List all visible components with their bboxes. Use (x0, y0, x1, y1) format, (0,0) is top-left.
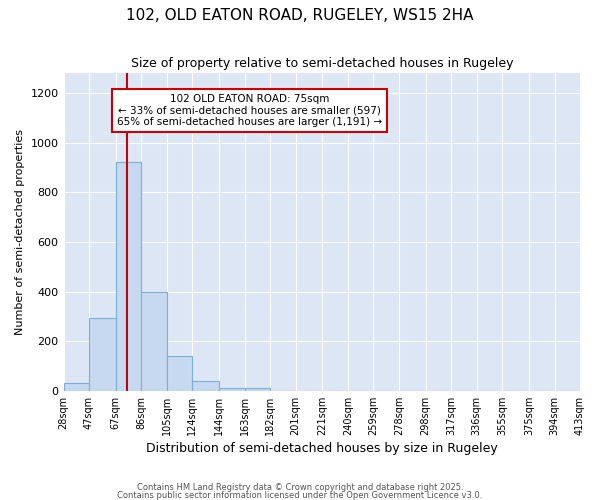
Bar (219, 388, 245, 391)
Title: Size of property relative to semi-detached houses in Rugeley: Size of property relative to semi-detach… (131, 58, 513, 70)
Bar (89, 318, 116, 391)
X-axis label: Distribution of semi-detached houses by size in Rugeley: Distribution of semi-detached houses by … (146, 442, 497, 455)
Bar (116, 162, 142, 391)
Text: 102 OLD EATON ROAD: 75sqm
← 33% of semi-detached houses are smaller (597)
65% of: 102 OLD EATON ROAD: 75sqm ← 33% of semi-… (117, 94, 382, 127)
Bar (64, 384, 89, 391)
Bar (245, 388, 270, 391)
Bar (193, 381, 219, 391)
Text: Contains HM Land Registry data © Crown copyright and database right 2025.: Contains HM Land Registry data © Crown c… (137, 483, 463, 492)
Text: Contains public sector information licensed under the Open Government Licence v3: Contains public sector information licen… (118, 490, 482, 500)
Y-axis label: Number of semi-detached properties: Number of semi-detached properties (15, 129, 25, 335)
Bar (167, 356, 193, 391)
Bar (142, 292, 167, 391)
Text: 102, OLD EATON ROAD, RUGELEY, WS15 2HA: 102, OLD EATON ROAD, RUGELEY, WS15 2HA (126, 8, 474, 22)
